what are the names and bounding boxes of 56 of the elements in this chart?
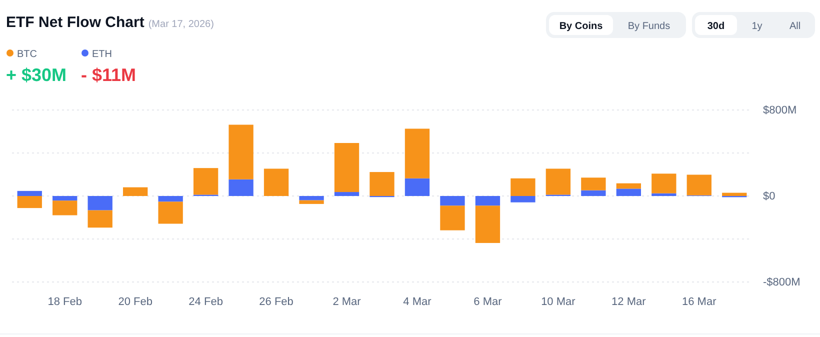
bar: [228, 179, 254, 196]
y-tick-label: $800M: [763, 104, 797, 117]
x-tick-label: 18 Feb: [48, 296, 82, 308]
x-tick-label: 12 Mar: [612, 296, 646, 308]
bar: [88, 196, 112, 210]
legend-label: BTC: [17, 49, 37, 60]
bar: [581, 178, 606, 190]
y-tick-label: $0: [763, 190, 776, 203]
bar: [299, 200, 324, 204]
x-tick-label: 24 Feb: [188, 296, 223, 308]
bar: [404, 128, 430, 178]
bar: [546, 168, 571, 195]
bar: [370, 172, 394, 196]
bar: [475, 206, 500, 243]
bar: [616, 183, 641, 189]
y-tick-label: -$800M: [763, 276, 800, 289]
bar: [440, 196, 465, 206]
bar: [52, 200, 78, 216]
bar: [17, 190, 42, 196]
bar: [17, 196, 42, 208]
bar: [475, 196, 500, 206]
bar: [334, 192, 360, 196]
bar: [686, 174, 712, 196]
bar: [334, 143, 360, 192]
chart-subtitle: (Mar 17, 2026): [148, 19, 214, 30]
bar: [88, 210, 112, 228]
bar: [616, 188, 641, 196]
bar: [404, 178, 430, 196]
view-toggle: By Coins By Funds: [546, 12, 686, 38]
text: + $30M: [6, 65, 67, 85]
bar: [52, 196, 78, 201]
bar: [510, 196, 536, 202]
x-tick-label: 20 Feb: [118, 296, 152, 308]
bar: [158, 196, 183, 202]
legend-label: ETH: [92, 49, 112, 60]
text: - $11M: [81, 65, 136, 85]
bar: [440, 206, 465, 230]
bar: [193, 168, 218, 195]
bar: [510, 178, 536, 196]
bar: [158, 202, 183, 224]
bar: [722, 192, 747, 196]
x-tick-label: 16 Mar: [682, 296, 717, 308]
bar: [652, 193, 676, 196]
x-tick-label: 10 Mar: [541, 296, 576, 308]
bar: [652, 174, 676, 194]
x-tick-label: 4 Mar: [403, 296, 432, 308]
x-tick-label: 26 Feb: [259, 296, 294, 308]
range-toggle: 30d 1y All: [692, 12, 815, 38]
chart-title: ETF Net Flow Chart: [6, 14, 144, 31]
x-tick-label: 6 Mar: [474, 296, 502, 308]
bar: [581, 190, 606, 196]
bar: [228, 124, 254, 180]
x-tick-label: 2 Mar: [332, 296, 362, 308]
bar: [264, 168, 289, 196]
bar: [299, 196, 324, 200]
bar: [123, 187, 148, 196]
